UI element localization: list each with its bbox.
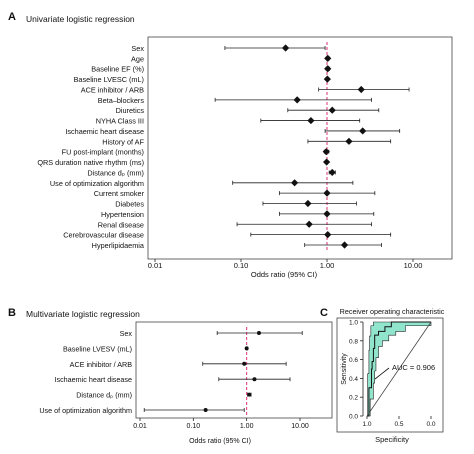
row-label: Distance dₚ (mm) xyxy=(76,391,132,400)
or-point xyxy=(357,85,365,94)
x-tick-label: 0.10 xyxy=(234,261,249,270)
x-tick-label: 0.0 xyxy=(426,421,435,428)
or-point xyxy=(242,361,247,366)
auc-pointer xyxy=(374,367,390,380)
y-tick-label: 1.0 xyxy=(349,320,358,327)
y-tick-label: 0.2 xyxy=(349,395,358,402)
or-point xyxy=(304,199,312,208)
row-label: Use of optimization algorithm xyxy=(50,179,144,188)
row-label: QRS duration native rhythm (ms) xyxy=(37,158,144,167)
roc-ci-band xyxy=(367,321,432,417)
or-point xyxy=(324,54,332,62)
x-tick-label: 0.10 xyxy=(187,423,201,430)
row-label: Diabetes xyxy=(115,200,144,209)
or-point xyxy=(290,179,299,187)
panel-a-letter: A xyxy=(8,11,16,23)
or-point xyxy=(203,408,208,412)
or-point xyxy=(252,377,257,382)
x-tick-label: 1.00 xyxy=(320,261,335,270)
row-label: Current smoker xyxy=(94,189,145,198)
roc-frame xyxy=(336,317,444,433)
row-label: Use of optimization algorithm xyxy=(39,406,132,415)
or-point xyxy=(359,127,367,135)
panel-c-letter: C xyxy=(320,307,328,319)
x-axis-label: Specificity xyxy=(375,435,409,444)
x-tick-label: 0.01 xyxy=(148,261,163,270)
row-label: Baseline LVESC (mL) xyxy=(74,75,144,84)
or-point xyxy=(328,168,336,177)
row-label: Cerebrovascular disease xyxy=(63,231,144,240)
auc-annotation: AUC = 0.906 xyxy=(392,363,435,372)
roc-diagonal xyxy=(366,321,432,417)
x-axis-label: Odds ratio (95% CI) xyxy=(251,270,318,279)
row-label: Renal disease xyxy=(98,220,144,229)
row-label: History of AF xyxy=(102,137,144,146)
row-label: Beta–blockers xyxy=(98,96,145,105)
row-label: Distance dₚ (mm) xyxy=(87,168,144,177)
or-point xyxy=(328,106,336,114)
row-label: ACE inhibitor / ARB xyxy=(70,360,133,369)
x-tick-label: 10.00 xyxy=(291,423,309,430)
row-label: Hypertension xyxy=(101,210,144,219)
panel-b-title: Multivariate logistic regression xyxy=(26,309,140,319)
row-label: Diuretics xyxy=(116,106,145,115)
or-point xyxy=(281,44,290,52)
or-point xyxy=(256,331,261,335)
or-point xyxy=(307,116,315,125)
row-label: Baseline LVESV (mL) xyxy=(63,344,132,353)
or-point xyxy=(323,158,331,166)
or-point xyxy=(323,75,331,83)
y-tick-label: 0.8 xyxy=(349,338,358,345)
row-label: Sex xyxy=(131,44,144,53)
row-label: NYHA Class III xyxy=(96,117,144,126)
row-label: FU post-implant (months) xyxy=(62,148,144,157)
or-point xyxy=(244,346,249,351)
row-label: ACE inhibitor / ARB xyxy=(81,85,144,94)
or-point xyxy=(324,65,332,73)
y-axis-label: Sensitivity xyxy=(341,353,348,385)
row-label: Hyperlipidaemia xyxy=(92,241,145,250)
plot-frame xyxy=(147,36,453,260)
row-label: Ischaemic heart disease xyxy=(54,375,132,384)
x-tick-label: 0.01 xyxy=(133,423,147,430)
x-tick-label: 10.00 xyxy=(404,261,423,270)
x-axis-label: Odds ratio (95% CI) xyxy=(189,438,251,445)
or-point xyxy=(323,189,331,197)
y-tick-label: 0.0 xyxy=(349,414,358,421)
or-point xyxy=(323,210,331,218)
row-label: Sex xyxy=(120,329,133,338)
or-point xyxy=(247,392,252,397)
or-point xyxy=(322,148,330,156)
x-tick-label: 0.5 xyxy=(394,421,403,428)
panel-b-letter: B xyxy=(8,307,16,319)
x-tick-label: 1.00 xyxy=(240,423,254,430)
x-tick-label: 1.0 xyxy=(362,421,371,428)
or-point xyxy=(305,220,313,228)
row-label: Ischaemic heart disease xyxy=(65,127,144,136)
row-label: Age xyxy=(131,54,144,63)
or-point xyxy=(345,137,353,145)
plot-frame xyxy=(135,321,333,419)
row-label: Baseline EF (%) xyxy=(91,65,144,74)
y-tick-label: 0.6 xyxy=(349,357,358,364)
or-point xyxy=(340,241,349,249)
panel-a-title: Univariate logistic regression xyxy=(26,14,135,24)
or-point xyxy=(293,96,301,104)
roc-curve xyxy=(367,321,431,417)
or-point xyxy=(324,231,332,239)
roc-title: Receiver operating characteristic xyxy=(340,307,445,316)
y-tick-label: 0.4 xyxy=(349,376,358,383)
